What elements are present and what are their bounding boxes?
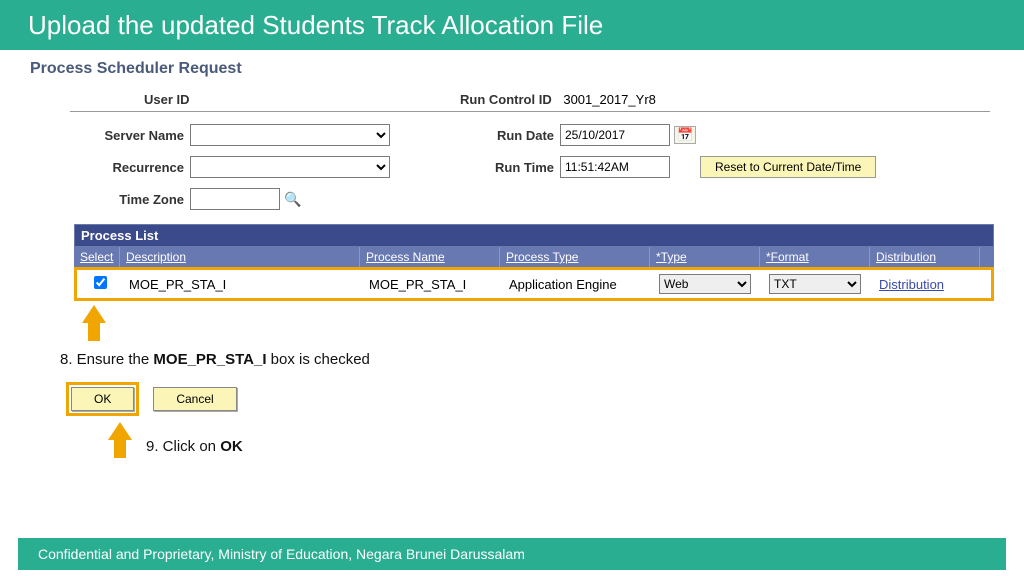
- instruction-step-8: 8. Ensure the MOE_PR_STA_I box is checke…: [60, 351, 994, 368]
- recurrence-select[interactable]: [190, 156, 390, 178]
- label-user-id: User ID: [100, 92, 460, 107]
- table-row: MOE_PR_STA_I MOE_PR_STA_I Application En…: [77, 270, 991, 298]
- col-select[interactable]: Select: [74, 247, 120, 267]
- select-checkbox[interactable]: [94, 276, 107, 289]
- slide-header: Upload the updated Students Track Alloca…: [0, 0, 1024, 50]
- distribution-link[interactable]: Distribution: [879, 277, 944, 292]
- col-process-name[interactable]: Process Name: [360, 247, 500, 267]
- label-run-date: Run Date: [470, 128, 560, 143]
- server-name-select[interactable]: [190, 124, 390, 146]
- process-list-title: Process List: [74, 224, 994, 247]
- label-run-control-id: Run Control ID 3001_2017_Yr8: [460, 92, 656, 107]
- process-list-header: Select Description Process Name Process …: [74, 247, 994, 267]
- arrow-up-icon: [108, 422, 132, 440]
- col-format[interactable]: *Format: [760, 247, 870, 267]
- ok-button-highlight: OK: [66, 382, 139, 416]
- cell-process-name: MOE_PR_STA_I: [363, 275, 503, 294]
- process-list: Process List Select Description Process …: [74, 224, 994, 301]
- run-control-id-value: 3001_2017_Yr8: [563, 92, 656, 107]
- label-run-time: Run Time: [470, 160, 560, 175]
- col-process-type[interactable]: Process Type: [500, 247, 650, 267]
- run-time-input[interactable]: [560, 156, 670, 178]
- label-time-zone: Time Zone: [70, 192, 190, 207]
- reset-datetime-button[interactable]: Reset to Current Date/Time: [700, 156, 876, 178]
- arrow-up-icon: [82, 305, 106, 323]
- cell-description: MOE_PR_STA_I: [123, 275, 363, 294]
- instruction-step-9: 9. Click on OK: [146, 438, 243, 455]
- cell-process-type: Application Engine: [503, 275, 653, 294]
- search-icon[interactable]: 🔍: [284, 191, 301, 208]
- col-type[interactable]: *Type: [650, 247, 760, 267]
- label-server-name: Server Name: [70, 128, 190, 143]
- process-row-highlighted: MOE_PR_STA_I MOE_PR_STA_I Application En…: [74, 267, 994, 301]
- footer-bar: Confidential and Proprietary, Ministry o…: [18, 538, 1006, 570]
- type-select[interactable]: Web: [659, 274, 751, 294]
- calendar-icon[interactable]: 📅: [674, 126, 696, 144]
- label-recurrence: Recurrence: [70, 160, 190, 175]
- page-title: Upload the updated Students Track Alloca…: [16, 10, 615, 41]
- cancel-button[interactable]: Cancel: [153, 387, 236, 411]
- section-title: Process Scheduler Request: [30, 60, 994, 78]
- col-distribution[interactable]: Distribution: [870, 247, 980, 267]
- time-zone-input[interactable]: [190, 188, 280, 210]
- run-date-input[interactable]: [560, 124, 670, 146]
- divider: [70, 111, 990, 112]
- header-decor: [956, 0, 1024, 50]
- ok-button[interactable]: OK: [71, 387, 134, 411]
- format-select[interactable]: TXT: [769, 274, 861, 294]
- col-description[interactable]: Description: [120, 247, 360, 267]
